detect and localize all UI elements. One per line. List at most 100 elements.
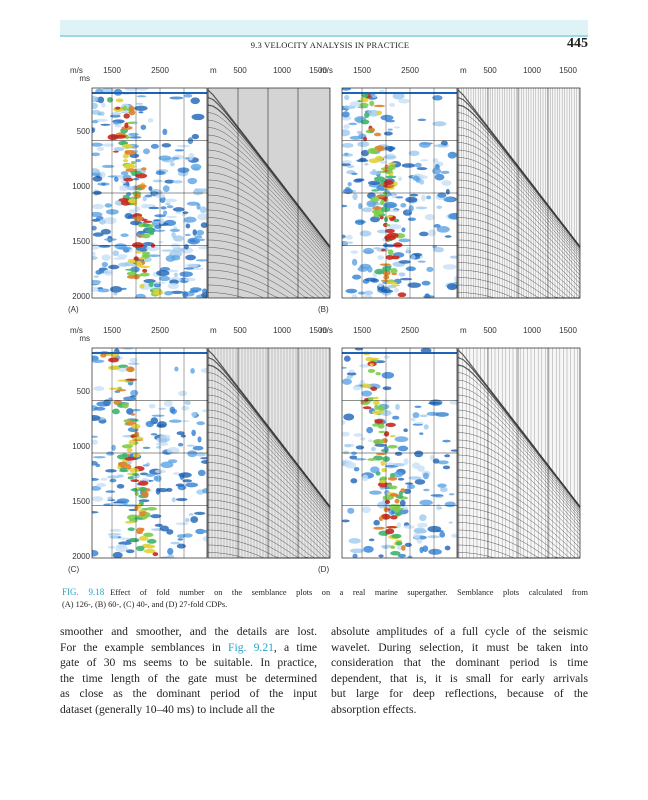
peak bbox=[397, 292, 407, 298]
speckle bbox=[433, 144, 445, 148]
reflection bbox=[207, 424, 331, 525]
peak bbox=[380, 199, 385, 206]
speckle bbox=[342, 431, 350, 437]
reflection bbox=[207, 134, 331, 254]
speckle bbox=[360, 437, 366, 441]
body-column: smoother and smoother, and the details a… bbox=[60, 624, 317, 718]
speckle bbox=[188, 152, 195, 160]
seg: the time length of the gate must be dete… bbox=[60, 671, 317, 685]
speckle bbox=[427, 535, 441, 539]
speckle bbox=[143, 279, 156, 284]
speckle bbox=[379, 487, 385, 490]
speckle bbox=[169, 162, 175, 167]
speckle bbox=[353, 466, 360, 472]
ln last: absorption effects. bbox=[331, 702, 588, 718]
peak bbox=[142, 268, 148, 273]
peak bbox=[123, 419, 131, 423]
reflection bbox=[207, 447, 331, 536]
speckle bbox=[165, 487, 173, 492]
peak bbox=[391, 507, 404, 511]
speckle bbox=[414, 421, 424, 425]
speckle bbox=[159, 434, 171, 439]
axis-label: 1500 bbox=[309, 326, 327, 335]
speckle bbox=[124, 88, 139, 92]
speckle bbox=[351, 293, 358, 298]
seg: smoother and smoother, and the details a… bbox=[60, 625, 317, 638]
reflection bbox=[207, 372, 331, 509]
speckle bbox=[392, 92, 405, 100]
peak bbox=[122, 159, 129, 163]
speckle bbox=[358, 203, 363, 210]
speckle bbox=[184, 277, 196, 282]
reflection bbox=[207, 402, 331, 516]
reflection bbox=[207, 172, 331, 268]
peak bbox=[370, 196, 380, 203]
speckle bbox=[373, 247, 381, 250]
speckle bbox=[129, 395, 136, 398]
speckle bbox=[148, 403, 156, 409]
peak bbox=[135, 250, 142, 254]
speckle bbox=[191, 411, 197, 417]
speckle bbox=[369, 490, 382, 495]
speckle bbox=[439, 531, 446, 538]
speckle bbox=[449, 399, 457, 405]
peak bbox=[133, 436, 144, 440]
speckle bbox=[156, 270, 170, 277]
seg: gate of 30 ms seems to be suitable. In p… bbox=[60, 656, 317, 670]
peak bbox=[361, 383, 372, 389]
seg: For the example semblances in bbox=[60, 640, 229, 654]
speckle bbox=[447, 151, 457, 159]
panel bbox=[91, 87, 331, 299]
peak bbox=[369, 363, 374, 367]
peak bbox=[121, 402, 129, 409]
speckle bbox=[140, 124, 147, 130]
speckle bbox=[120, 171, 129, 176]
speckle bbox=[440, 170, 450, 174]
speckle bbox=[166, 529, 174, 535]
peak bbox=[380, 476, 388, 481]
speckle bbox=[99, 219, 106, 225]
speckle bbox=[361, 506, 371, 514]
speckle bbox=[167, 547, 174, 555]
speckle bbox=[353, 433, 363, 437]
peak bbox=[108, 387, 120, 390]
peak bbox=[391, 533, 402, 539]
reflection bbox=[207, 469, 331, 549]
speckle bbox=[167, 447, 180, 454]
axis-label: 1500 bbox=[309, 66, 327, 75]
speckle bbox=[194, 235, 203, 239]
speckle bbox=[416, 167, 428, 171]
speckle bbox=[92, 477, 99, 481]
speckle bbox=[155, 193, 166, 199]
speckle bbox=[423, 295, 435, 298]
speckle bbox=[134, 105, 148, 111]
peak bbox=[390, 493, 400, 497]
axis-label: 1500 bbox=[103, 326, 121, 335]
speckle bbox=[166, 215, 177, 219]
speckle bbox=[343, 413, 355, 421]
semblance-top bbox=[92, 352, 207, 354]
speckle bbox=[103, 269, 113, 276]
speckle bbox=[188, 158, 193, 161]
peak bbox=[389, 485, 398, 490]
peak bbox=[128, 439, 137, 446]
speckle bbox=[197, 436, 202, 443]
speckle bbox=[414, 450, 424, 458]
speckle bbox=[92, 414, 101, 421]
speckle bbox=[401, 227, 406, 233]
speckle bbox=[166, 269, 179, 273]
speckle bbox=[93, 275, 99, 278]
seg: absolute amplitudes of a full cycle of t… bbox=[331, 625, 588, 638]
peak bbox=[118, 198, 130, 202]
speckle bbox=[446, 283, 457, 291]
speckle bbox=[123, 396, 137, 401]
axis-label: 2500 bbox=[401, 66, 419, 75]
speckle bbox=[359, 230, 372, 237]
peak bbox=[136, 545, 145, 552]
speckle bbox=[129, 357, 138, 363]
speckle bbox=[342, 188, 353, 195]
speckle bbox=[392, 415, 400, 420]
speckle bbox=[412, 412, 420, 419]
speckle bbox=[370, 466, 380, 474]
speckle bbox=[181, 213, 188, 216]
